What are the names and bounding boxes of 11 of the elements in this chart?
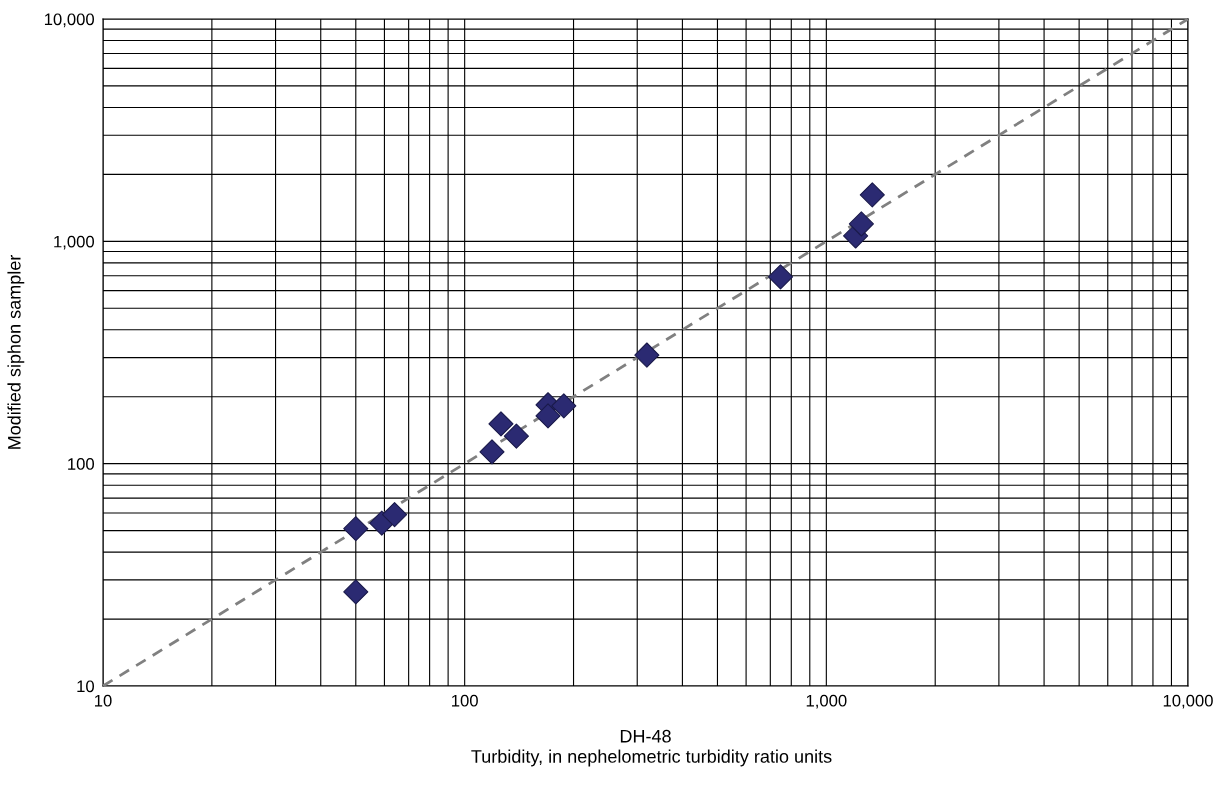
y-tick-label: 1,000 (54, 235, 95, 250)
text: Turbidity, in nephelometric turbidity ratio units (471, 749, 832, 767)
y-tick-label: 100 (68, 458, 95, 470)
x-tick-label: 10,000 (1163, 694, 1213, 709)
y-axis-title: Modified siphon sampler (7, 254, 25, 449)
x-axis-title: DH-48 (620, 729, 671, 743)
x-tick-label: 100 (452, 694, 478, 707)
y-tick-label: 10 (77, 680, 95, 693)
x-tick-label: 1,000 (806, 694, 847, 709)
y-tick-label: 10,000 (44, 13, 95, 28)
x-tick-label: 10 (95, 694, 112, 707)
